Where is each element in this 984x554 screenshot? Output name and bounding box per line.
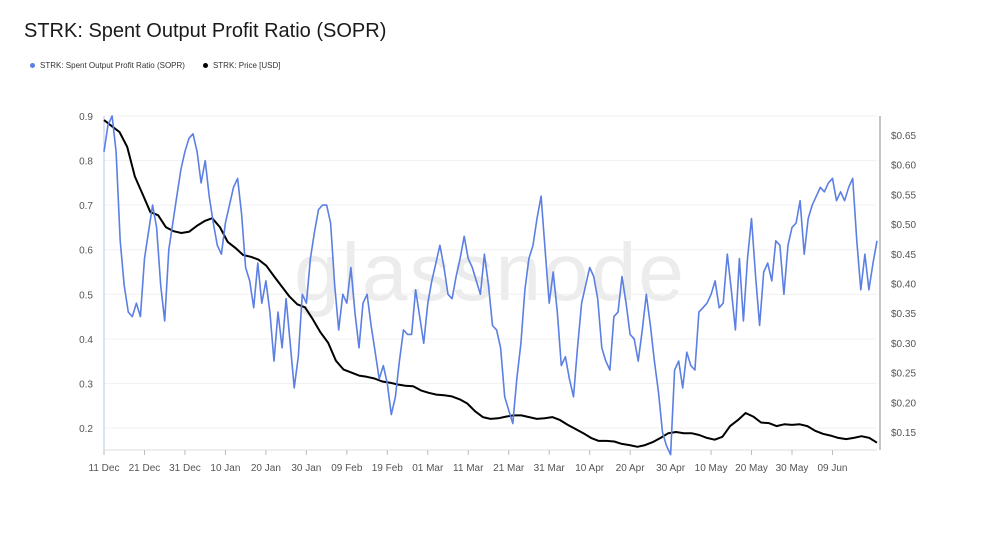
legend-item-price[interactable]: STRK: Price [USD] [202,61,281,70]
x-axis-tick-label: 11 Mar [453,463,484,474]
x-axis-tick-label: 11 Dec [89,463,120,474]
right-axis-tick-label: $0.30 [891,339,916,350]
right-axis-tick-label: $0.25 [891,369,916,380]
x-axis-tick-label: 19 Feb [372,463,404,474]
right-axis-tick-label: $0.40 [891,280,916,291]
legend-item-sopr[interactable]: STRK: Spent Output Profit Ratio (SOPR) [30,61,185,70]
left-axis-tick-label: 0.6 [79,246,93,257]
right-axis-tick-label: $0.45 [891,250,916,261]
x-axis-tick-label: 21 Dec [129,463,161,474]
left-axis-tick-label: 0.4 [79,335,93,346]
x-axis-tick-label: 20 May [735,463,768,474]
right-axis-tick-label: $0.65 [891,131,916,142]
left-axis-tick-label: 0.9 [79,112,93,123]
x-axis-tick-label: 01 Mar [412,463,444,474]
legend-label-sopr: STRK: Spent Output Profit Ratio (SOPR) [40,61,185,70]
left-axis-tick-label: 0.3 [79,379,93,390]
left-axis-tick-label: 0.2 [79,424,93,435]
price-legend-marker [202,63,208,68]
right-axis-tick-label: $0.60 [891,161,916,172]
right-axis-tick-label: $0.55 [891,190,916,201]
x-axis-tick-label: 30 Apr [656,463,686,474]
left-axis-tick-label: 0.5 [79,290,93,301]
x-axis-tick-label: 30 May [776,463,809,474]
x-axis-tick-label: 30 Jan [291,463,321,474]
x-axis-tick-label: 09 Feb [331,463,363,474]
x-axis-tick-label: 10 Apr [575,463,605,474]
right-axis-tick-label: $0.20 [891,398,916,409]
x-axis-tick-label: 10 May [695,463,728,474]
right-axis-tick-label: $0.35 [891,309,916,320]
right-axis-tick-label: $0.50 [891,220,916,231]
x-axis-tick-label: 09 Jun [817,463,847,474]
price-series-line [103,119,878,448]
x-axis-tick-label: 20 Jan [251,463,281,474]
x-axis-tick-label: 31 Mar [534,463,566,474]
x-axis-tick-label: 20 Apr [616,463,646,474]
legend: STRK: Spent Output Profit Ratio (SOPR) S… [30,61,281,70]
right-axis-tick-label: $0.15 [891,428,916,439]
chart-title: STRK: Spent Output Profit Ratio (SOPR) [24,20,387,42]
x-axis-tick-label: 21 Mar [493,463,525,474]
x-axis-tick-label: 10 Jan [210,463,240,474]
left-axis-tick-label: 0.8 [79,157,93,168]
sopr-legend-marker [30,63,35,68]
sopr-series-line [103,115,878,456]
left-axis-tick-label: 0.7 [79,201,93,212]
legend-label-price: STRK: Price [USD] [212,61,281,70]
x-axis-tick-label: 31 Dec [169,463,201,474]
